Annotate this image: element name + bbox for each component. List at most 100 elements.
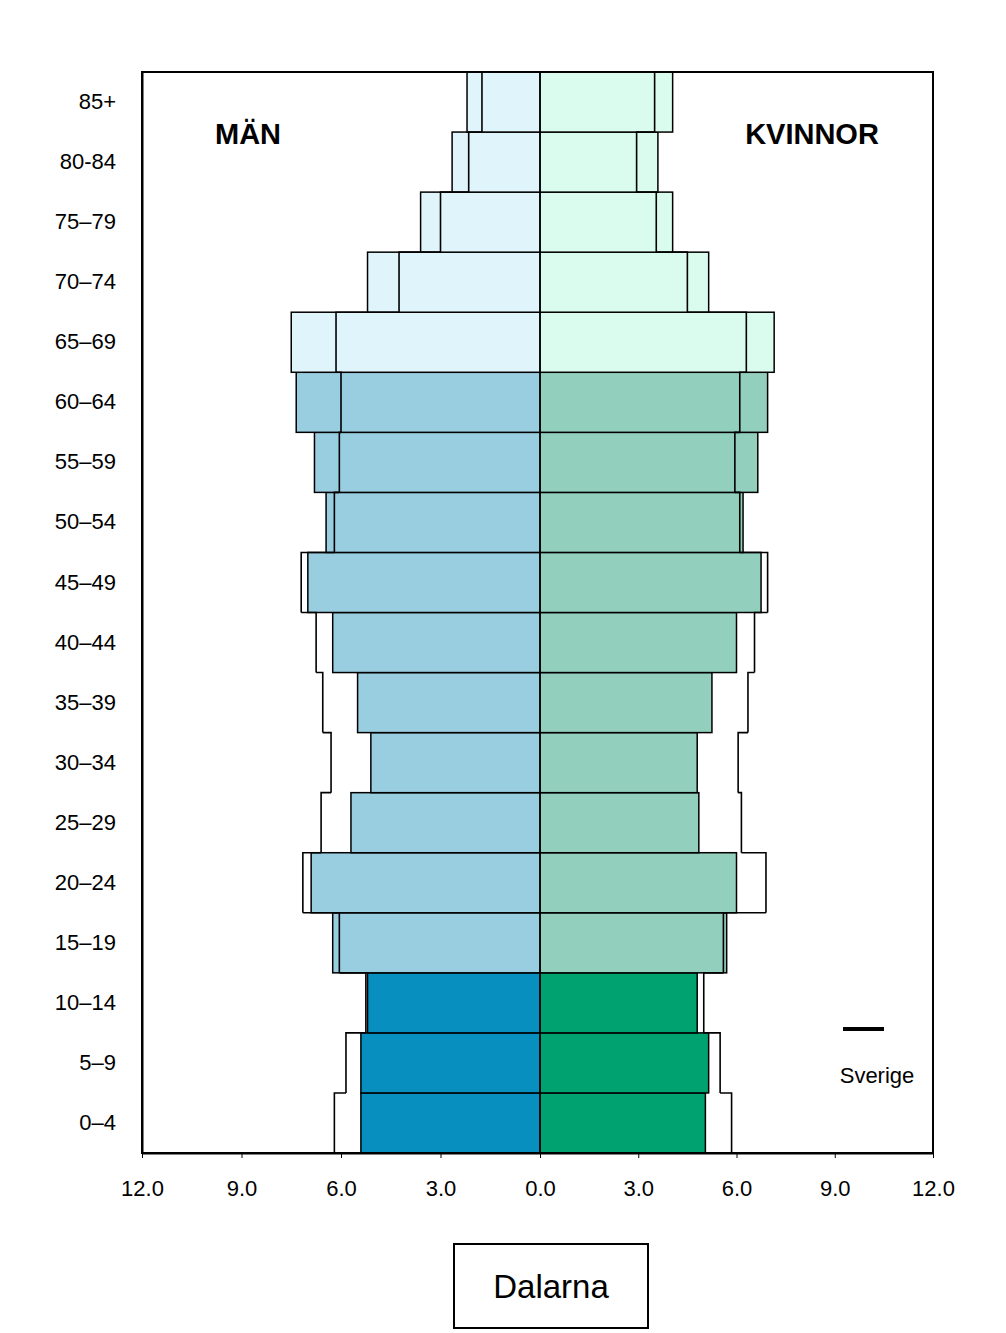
plot-area-1 xyxy=(540,72,774,1153)
bar xyxy=(351,793,540,853)
x-tick: 0.0 xyxy=(525,1153,556,1201)
x-tick: 9.0 xyxy=(820,1153,851,1201)
bar xyxy=(540,613,737,673)
x-tick: 12.0 xyxy=(121,1153,164,1201)
y-tick-label: 50–54 xyxy=(55,509,116,534)
x-tick: 3.0 xyxy=(426,1153,457,1201)
y-tick: 80-84 xyxy=(60,149,142,174)
bar xyxy=(540,372,768,432)
plot-area-0 xyxy=(291,72,540,1153)
reference-step xyxy=(339,432,341,492)
plot-frame xyxy=(142,72,933,1153)
y-tick: 85+ xyxy=(79,89,142,114)
bar xyxy=(540,552,761,612)
bar xyxy=(540,973,697,1033)
reference-step xyxy=(687,312,746,372)
center-line xyxy=(539,72,541,1153)
reference-step xyxy=(336,372,341,432)
y-tick-label: 35–39 xyxy=(55,690,116,715)
x-tick-label: 6.0 xyxy=(722,1176,753,1201)
x-tick-label: 9.0 xyxy=(227,1176,258,1201)
reference-step xyxy=(740,552,768,612)
bar xyxy=(540,72,673,132)
y-tick: 70–74 xyxy=(55,269,142,294)
panel-label: MÄN xyxy=(215,118,281,150)
y-tick-label: 10–14 xyxy=(55,990,116,1015)
y-axis: 0–4 5–9 10–14 15–19 20–24 25–29 30–34 35–39 40–4… xyxy=(55,73,143,1154)
y-tick: 5–9 xyxy=(79,1050,142,1075)
y-tick-label: 75–79 xyxy=(55,209,116,234)
y-tick-label: 80-84 xyxy=(60,149,116,174)
y-tick-label: 25–29 xyxy=(55,810,116,835)
panel-label: KVINNOR xyxy=(745,118,879,150)
reference-step xyxy=(704,1033,720,1093)
reference-step xyxy=(704,973,724,1033)
y-tick: 40–44 xyxy=(55,630,142,655)
y-tick-label: 5–9 xyxy=(79,1050,116,1075)
y-tick-label: 20–24 xyxy=(55,870,116,895)
bar xyxy=(358,673,540,733)
x-axis: 0.0 3.0 6.0 9.0 12.0 xyxy=(525,1153,955,1201)
y-tick: 15–19 xyxy=(55,930,142,955)
reference-step xyxy=(755,613,768,673)
y-tick: 0–4 xyxy=(79,1110,142,1135)
reference-step xyxy=(346,1033,366,1093)
y-tick: 55–59 xyxy=(55,449,142,474)
reference-step xyxy=(481,72,483,132)
y-tick-label: 65–69 xyxy=(55,329,116,354)
x-tick: 6.0 xyxy=(326,1153,357,1201)
reference-step xyxy=(316,673,323,733)
bar xyxy=(333,913,540,973)
y-tick: 65–69 xyxy=(55,329,142,354)
reference-step xyxy=(301,552,334,612)
reference-step xyxy=(441,192,469,252)
title-box xyxy=(454,1244,648,1328)
reference-step xyxy=(321,793,331,853)
y-tick: 45–49 xyxy=(55,570,142,595)
reference-step xyxy=(738,793,741,853)
bar xyxy=(540,853,737,913)
bar xyxy=(540,1033,709,1093)
reference-step xyxy=(334,1093,346,1153)
x-tick: 9.0 xyxy=(227,1153,258,1201)
bar xyxy=(540,913,727,973)
y-tick-label: 55–59 xyxy=(55,449,116,474)
x-tick-label: 3.0 xyxy=(426,1176,457,1201)
reference-step xyxy=(741,853,766,913)
y-tick-label: 15–19 xyxy=(55,930,116,955)
bar xyxy=(452,132,540,192)
x-tick-label: 0.0 xyxy=(525,1176,556,1201)
bar xyxy=(540,132,658,192)
x-tick-label: 12.0 xyxy=(912,1176,955,1201)
y-tick-label: 0–4 xyxy=(79,1110,116,1135)
x-tick-label: 6.0 xyxy=(326,1176,357,1201)
y-tick: 30–34 xyxy=(55,750,142,775)
bar xyxy=(314,432,540,492)
x-tick-label: 3.0 xyxy=(623,1176,654,1201)
reference-step xyxy=(654,72,656,132)
reference-step xyxy=(720,1093,731,1153)
reference-step xyxy=(399,252,440,312)
bar xyxy=(540,312,774,372)
bar xyxy=(540,1093,705,1153)
x-tick: 6.0 xyxy=(722,1153,753,1201)
y-tick: 75–79 xyxy=(55,209,142,234)
bar xyxy=(421,192,540,252)
reference-step xyxy=(336,312,399,372)
bar xyxy=(291,312,540,372)
y-tick: 10–14 xyxy=(55,990,142,1015)
bar xyxy=(540,673,712,733)
bar xyxy=(467,72,540,132)
y-tick-label: 30–34 xyxy=(55,750,116,775)
reference-step xyxy=(735,492,740,552)
reference-step xyxy=(637,132,655,192)
title: Dalarna xyxy=(493,1268,609,1305)
bar xyxy=(333,613,540,673)
bar xyxy=(361,1093,540,1153)
reference-step xyxy=(735,432,740,492)
y-tick-label: 60–64 xyxy=(55,389,116,414)
reference-step xyxy=(637,192,657,252)
reference-step xyxy=(469,132,482,192)
legend: Sverige xyxy=(840,1029,915,1088)
reference-step xyxy=(339,973,366,1033)
